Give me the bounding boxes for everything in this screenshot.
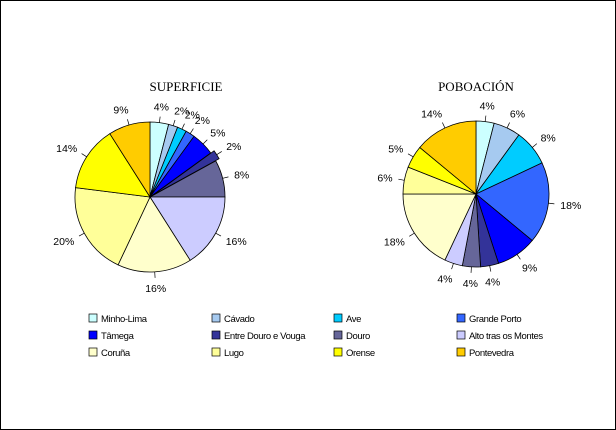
pie-data-label: 20% xyxy=(53,236,74,248)
pie-slice-orense xyxy=(75,133,151,198)
pie-data-label: 8% xyxy=(541,132,556,144)
pie-superficie: 4% 2%2%2%5%2%8%16%16%20%14%9% xyxy=(53,102,249,295)
label-leader-line xyxy=(407,153,414,158)
label-leader-line xyxy=(506,122,510,129)
legend-label-ave: Ave xyxy=(346,314,361,325)
legend-swatch-cavado xyxy=(211,313,221,323)
label-leader-line xyxy=(181,123,185,130)
chart-title-poboacion: POBOACIÓN xyxy=(438,79,514,94)
pie-slice-pontevedra xyxy=(109,121,151,199)
chart-title-superficie: SUPERFICIE xyxy=(150,79,223,94)
legend-swatch-orense xyxy=(333,347,343,357)
legend-label-grande-porto: Grande Porto xyxy=(469,314,521,325)
pie-slice-coruna xyxy=(402,193,477,261)
pie-data-label: 18% xyxy=(384,237,405,249)
pie-slice-entre-douro-e-vouga xyxy=(153,150,220,196)
legend-swatch-minho-lima xyxy=(88,313,98,323)
legend-swatch-tamega xyxy=(88,330,98,340)
pie-data-label: 4% xyxy=(437,274,452,286)
legend-swatch-ave xyxy=(333,313,343,323)
legend-label-pontevedra: Pontevedra xyxy=(469,348,515,359)
legend-label-minho-lima: Minho-Lima xyxy=(101,314,148,325)
pie-data-label: 14% xyxy=(421,109,442,121)
legend-label-coruna: Coruña xyxy=(101,348,131,359)
pie-data-label: 5% xyxy=(388,144,403,156)
pie-data-label: 5% xyxy=(210,128,225,140)
pie-data-label: 9% xyxy=(113,105,128,117)
pie-data-label: 4% xyxy=(154,102,169,114)
pie-poboacion: 4% 6% 8% 18% 9% 4% 4% 4% 18% 6% 5% 14% xyxy=(377,101,581,290)
label-leader-line xyxy=(409,232,415,237)
pie-data-label: 2% xyxy=(226,141,241,153)
label-leader-line xyxy=(532,143,538,148)
label-leader-line xyxy=(222,176,229,179)
pie-data-label: 6% xyxy=(377,172,392,184)
legend-label-douro: Douro xyxy=(346,331,370,342)
pie-data-label: 16% xyxy=(226,236,247,248)
label-leader-line xyxy=(189,128,194,134)
label-leader-line xyxy=(216,151,222,155)
pie-data-label: 18% xyxy=(560,200,581,212)
legend: Minho-Lima Cávado Ave Grande Porto Tâmega Ent… xyxy=(88,313,544,359)
pie-slice-lugo xyxy=(74,187,151,266)
pie-data-label: 2% xyxy=(174,106,189,118)
label-leader-line xyxy=(202,139,208,145)
label-leader-line xyxy=(159,116,161,123)
pie-data-label: 4% xyxy=(485,276,500,288)
legend-label-lugo: Lugo xyxy=(224,348,244,359)
label-leader-line xyxy=(78,232,85,237)
pie-data-label: 16% xyxy=(145,283,166,295)
label-leader-line xyxy=(172,119,176,126)
label-leader-line xyxy=(442,122,446,129)
label-leader-line xyxy=(489,265,492,272)
legend-swatch-entre-douro-e-vouga xyxy=(211,330,221,340)
label-leader-line xyxy=(548,202,555,205)
legend-swatch-lugo xyxy=(211,347,221,357)
label-leader-line xyxy=(215,232,222,237)
legend-swatch-alto-tras-os-montes xyxy=(456,330,466,340)
pie-slice-grande-porto xyxy=(475,162,550,242)
pie-data-label: 14% xyxy=(56,143,77,155)
pie-data-label: 9% xyxy=(522,263,537,275)
label-leader-line xyxy=(127,119,130,126)
legend-label-entre-douro-e-vouga: Entre Douro e Vouga xyxy=(224,331,306,342)
pie-data-label: 4% xyxy=(480,101,495,113)
pie-slice-alto-tras-os-montes xyxy=(149,196,226,261)
legend-swatch-coruna xyxy=(88,347,98,357)
pie-data-label: 2% xyxy=(195,115,210,127)
legend-label-tamega: Tâmega xyxy=(101,331,135,342)
legend-label-cavado: Cávado xyxy=(224,314,254,325)
pie-data-label: 2% xyxy=(185,110,200,122)
legend-label-alto-tras-os-montes: Alto tras os Montes xyxy=(469,331,543,342)
legend-swatch-grande-porto xyxy=(456,313,466,323)
label-leader-line xyxy=(81,153,87,158)
legend-label-orense: Orense xyxy=(346,348,375,359)
label-leader-line xyxy=(484,115,487,122)
pie-slice-coruna xyxy=(117,196,191,273)
legend-swatch-douro xyxy=(333,330,343,340)
pie-data-label: 6% xyxy=(510,109,525,121)
label-leader-line xyxy=(451,263,454,270)
pie-data-label: 4% xyxy=(463,278,478,290)
label-leader-line xyxy=(516,254,521,260)
legend-swatch-pontevedra xyxy=(456,347,466,357)
pie-data-label: 8% xyxy=(234,169,249,181)
label-leader-line xyxy=(398,178,405,181)
